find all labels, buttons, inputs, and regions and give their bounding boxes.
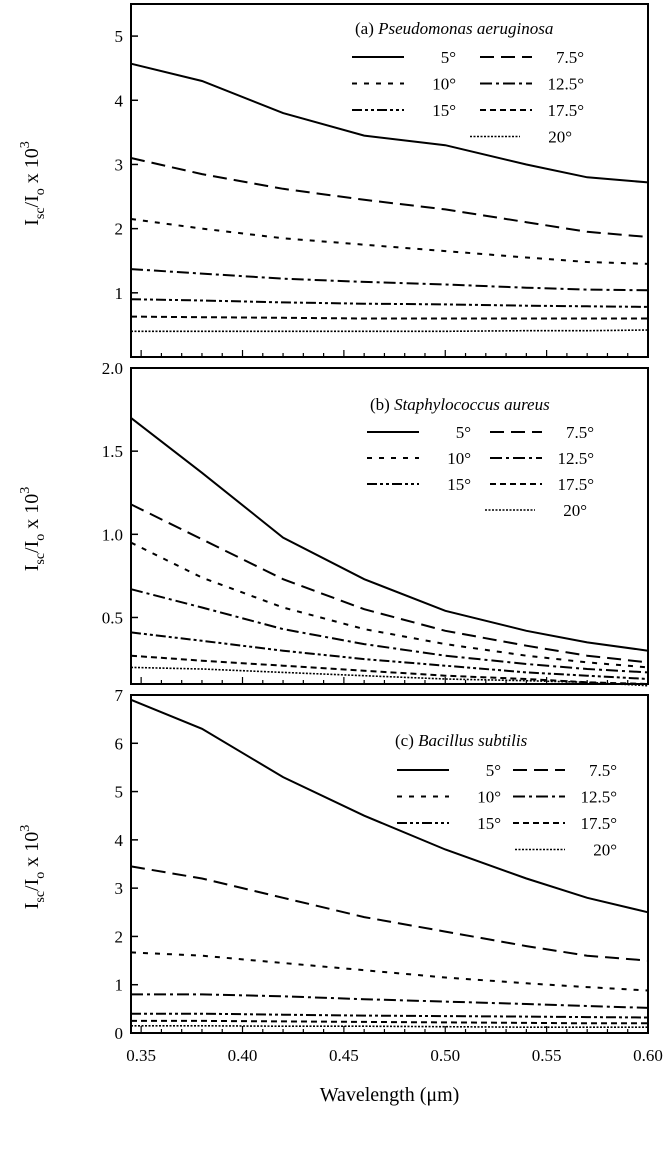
panel-c-series-line — [131, 1019, 648, 1025]
panel-b-ytick-label: 2.0 — [102, 359, 123, 378]
panel-c-series-line — [130, 865, 649, 962]
panel-c-xtick-label: 0.50 — [430, 1046, 460, 1065]
panel-c-legend-label: 10° — [477, 788, 501, 807]
panel-a-series-line — [130, 298, 649, 308]
panel-c-xtick-label: 0.35 — [126, 1046, 156, 1065]
panel-c-series-line — [131, 993, 649, 1009]
panel-b-legend-label: 17.5° — [557, 475, 594, 494]
panel-c-ytick-label: 1 — [115, 976, 124, 995]
panel-c-legend-label: 12.5° — [580, 788, 617, 807]
panel-c-ytick-label: 4 — [115, 831, 124, 850]
panel-b-series-line — [130, 588, 649, 674]
panel-a-series-line — [130, 315, 648, 320]
panel-c-legend-label: 7.5° — [589, 761, 617, 780]
panel-a-ytick-label: 4 — [115, 91, 124, 110]
panel-b-legend-label: 10° — [447, 449, 471, 468]
panel-a-y-axis-label: Isc/Io x 103 — [18, 141, 48, 226]
panel-a-legend-label: 15° — [432, 101, 456, 120]
panel-b-y-axis-label: Isc/Io x 103 — [18, 487, 48, 572]
panel-a-legend-label: 17.5° — [547, 101, 584, 120]
panel-b-series-line — [130, 631, 649, 680]
panel-a-series-line — [130, 62, 649, 184]
panel-c-series-line — [130, 951, 649, 992]
panel-c-series-line — [131, 1025, 648, 1028]
panel-b-series-line — [130, 666, 649, 687]
panel-c-ytick-label: 7 — [115, 686, 124, 705]
panel-a-ytick-label: 3 — [115, 155, 124, 174]
panel-b-ytick-label: 1.5 — [102, 442, 123, 461]
x-axis-label: Wavelength (μm) — [320, 1084, 460, 1106]
panel-a-series-line — [131, 329, 649, 333]
panel-b-legend-label: 12.5° — [557, 449, 594, 468]
panel-b-frame — [130, 367, 649, 685]
panel-a-legend-label: 10° — [432, 75, 456, 94]
panel-a-legend-label: 7.5° — [556, 48, 584, 67]
panel-c-ytick-label: 3 — [115, 879, 124, 898]
panel-c-ytick-label: 5 — [115, 783, 124, 802]
panel-b-legend-label: 20° — [563, 501, 587, 520]
panel-a-ytick-label: 2 — [115, 220, 124, 239]
panel-c-ytick-label: 6 — [115, 734, 124, 753]
panel-b-series-line — [130, 417, 649, 652]
panel-c-ytick-label: 0 — [115, 1024, 124, 1043]
panel-c-legend-label: 5° — [486, 761, 501, 780]
panel-c-legend-label: 15° — [477, 814, 501, 833]
panel-c-title: (c) Bacillus subtilis — [395, 731, 528, 750]
panel-a-legend-label: 5° — [441, 48, 456, 67]
panel-b-ytick-label: 1.0 — [102, 525, 123, 544]
panel-c-y-axis-label: Isc/Io x 103 — [18, 825, 48, 910]
panel-c-legend-label: 20° — [593, 841, 617, 860]
panel-b-legend-label: 7.5° — [566, 423, 594, 442]
panel-c-xtick-label: 0.55 — [532, 1046, 562, 1065]
panel-b-title: (b) Staphylococcus aureus — [370, 395, 550, 414]
panel-a-series-line — [130, 268, 649, 292]
panel-c-xtick-label: 0.40 — [228, 1046, 258, 1065]
panel-c-legend-label: 17.5° — [580, 814, 617, 833]
panel-b-legend-label: 15° — [447, 475, 471, 494]
panel-a-legend-label: 12.5° — [547, 75, 584, 94]
panel-c-xtick-label: 0.60 — [633, 1046, 663, 1065]
panel-a-ytick-label: 5 — [115, 27, 124, 46]
panel-a-frame — [130, 3, 649, 358]
panel-c-ytick-label: 2 — [115, 927, 124, 946]
panel-b-ytick-label: 0.5 — [102, 608, 123, 627]
panel-c-series-line — [131, 1012, 649, 1019]
panel-b-legend-label: 5° — [456, 423, 471, 442]
panel-a-legend-label: 20° — [548, 128, 572, 147]
panel-c-xtick-label: 0.45 — [329, 1046, 359, 1065]
panel-a-ytick-label: 1 — [115, 284, 124, 303]
panel-a-series-line — [130, 157, 649, 238]
panel-b-series-line — [130, 541, 649, 669]
panel-a-series-line — [130, 218, 649, 265]
panel-c-series-line — [130, 698, 649, 914]
panel-a-title: (a) Pseudomonas aeruginosa — [355, 19, 553, 38]
panel-c-frame — [130, 694, 649, 1034]
panel-b-series-line — [130, 503, 649, 664]
panel-b-series-line — [130, 654, 649, 685]
